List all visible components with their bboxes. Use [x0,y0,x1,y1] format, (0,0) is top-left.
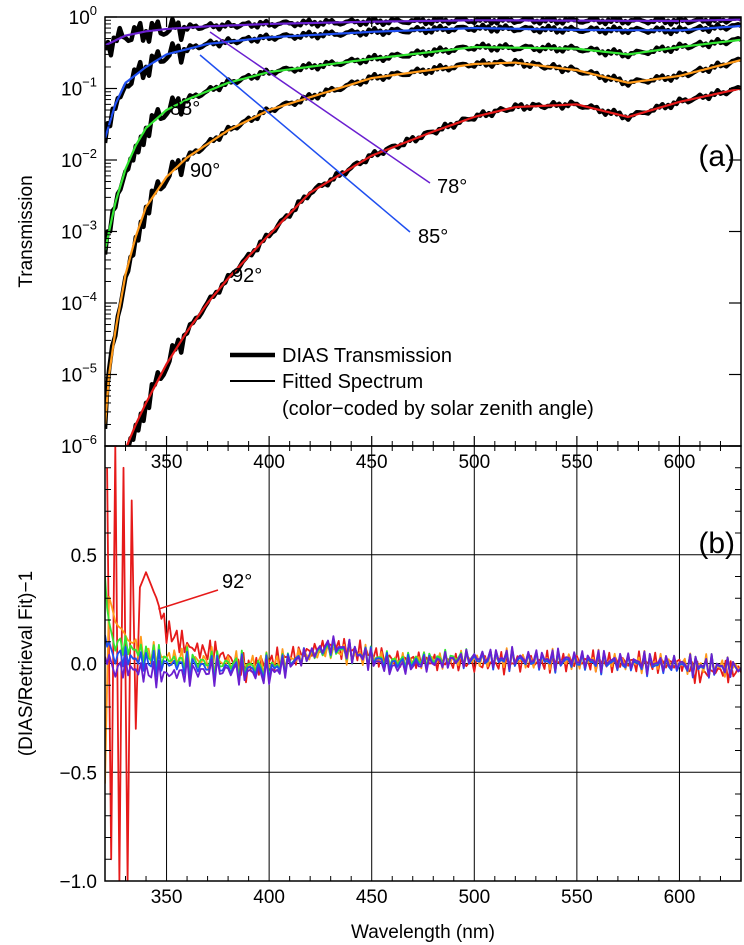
panel-b-y-axis-label: (DIAS/Retrieval Fit)−1 [16,571,37,756]
series-85-label: 85° [418,226,448,248]
panel-b-x-tick-label-350: 350 [151,887,183,908]
legend-entry-fit: Fitted Spectrum [282,371,423,393]
series-90-label: 90° [190,160,220,182]
series-88-label: 88° [170,98,200,120]
panel-a-y-tick-label-−3: 10−3 [61,218,97,244]
legend: DIAS Transmission Fitted Spectrum (color… [230,345,594,420]
legend-entry-note: (color−coded by solar zenith angle) [282,398,594,420]
panel-b-x-tick-label-400: 400 [253,887,285,908]
panel-b-y-tick-label: 0.5 [71,546,97,567]
series-85-fit-line [105,24,741,139]
series-78-label: 78° [437,176,467,198]
legend-entry-dias: DIAS Transmission [282,345,452,367]
panel-b-y-tick-label: −0.5 [59,763,97,784]
panel-a-series-group [105,17,741,446]
series-78-fit-line [105,18,741,47]
series-85-leader-line [199,54,411,233]
series-78-leader-line [209,31,431,184]
series-92-fit-line [125,87,741,446]
panel-a-y-tick-label-−5: 10−5 [61,361,97,387]
x-axis-label: Wavelength (nm) [351,922,495,943]
panel-a-tag: (a) [698,140,735,173]
panel-a-y-tick-label-−1: 10−1 [61,75,97,101]
panel-b-tag: (b) [698,527,735,560]
series-92-label: 92° [232,265,262,287]
panel-a-y-tick-label-−2: 10−2 [61,146,97,172]
series-90-fit-line [105,58,741,425]
panel-b-x-tick-label-600: 600 [664,887,696,908]
panel-b-y-tick-label: −1.0 [59,872,97,893]
panel-b-series-group [105,446,741,881]
panel-a-y-tick-label-−4: 10−4 [61,289,97,315]
panel-b-ticks: 350 400 450 500 550 600 0.5 0.0 −0.5 −1.0 [59,446,742,908]
panel-a-y-tick-label-−6: 10−6 [61,432,97,458]
panel-a-series-labels: 78° 85° 88° 90° 92° [170,31,467,287]
panel-a: 350 400 450 500 550 60010010−110−210−310−410−… [16,3,742,473]
series-88-fit-line [105,38,741,251]
panel-b-x-tick-label-550: 550 [561,887,593,908]
annotation-leader-line [158,589,219,610]
panel-a-y-axis-label: Transmission [16,175,37,287]
panel-b-frame [104,445,742,882]
panel-b-x-tick-label-450: 450 [356,887,388,908]
panel-b-x-tick-label-500: 500 [458,887,490,908]
panel-b: 350 400 450 500 550 600 0.5 0.0 −0.5 −1.0 (b) (DI… [16,445,742,943]
residual-series-78-line [105,635,741,689]
panel-a-y-tick-label-0: 100 [69,3,97,29]
annotation-92-label: 92° [222,571,252,593]
panel-b-y-tick-label: 0.0 [71,655,97,676]
residual-series-90-line [105,595,741,784]
